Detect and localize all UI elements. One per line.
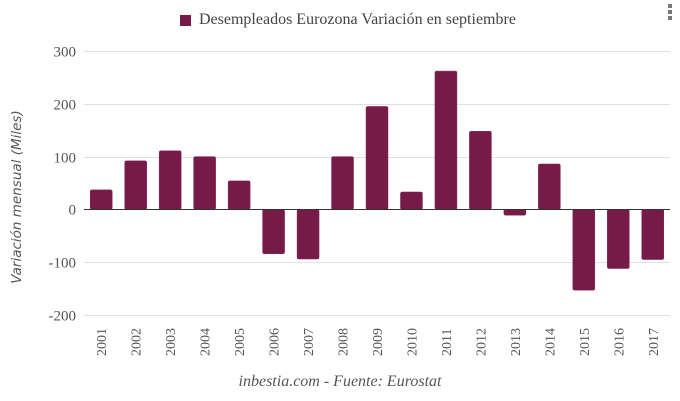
bar-2005[interactable] [227, 180, 251, 210]
bar-2004[interactable] [193, 156, 216, 210]
x-tick-label: 2016 [612, 328, 627, 356]
bar-2008[interactable] [331, 156, 354, 210]
x-tick-label: 2009 [371, 328, 386, 356]
chart-menu-button[interactable] [664, 2, 676, 22]
bar-2001[interactable] [89, 189, 113, 210]
source-credit: inbestia.com - Fuente: Eurostat [238, 373, 442, 390]
bar-2015[interactable] [572, 209, 596, 291]
bar-2007[interactable] [296, 209, 320, 260]
bar-2010[interactable] [400, 191, 423, 210]
vertical-ellipsis-icon [668, 4, 672, 8]
bar-2003[interactable] [158, 150, 182, 210]
bar-2002[interactable] [124, 160, 147, 210]
x-tick-label: 2004 [199, 328, 214, 356]
legend-item[interactable]: Desempleados Eurozona Variación en septi… [180, 11, 516, 29]
y-axis-title: Variación mensual (Miles) [9, 110, 25, 284]
y-tick-label: 0 [69, 203, 77, 219]
legend-swatch [180, 14, 191, 26]
bar-2009[interactable] [365, 106, 389, 210]
x-tick-label: 2010 [405, 328, 420, 356]
y-tick-label: 300 [54, 45, 77, 61]
x-tick-label: 2011 [440, 329, 455, 356]
x-tick-label: 2005 [233, 328, 248, 356]
x-tick-label: 2002 [130, 328, 145, 356]
bar-2006[interactable] [262, 209, 285, 255]
x-axis-ticks: 2001 2002 2003 2004 2005 2006 2007 2008 2009 2010… [95, 328, 662, 356]
bar-2016[interactable] [607, 209, 630, 269]
x-tick-label: 2014 [543, 328, 558, 356]
legend-label: Desempleados Eurozona Variación en septi… [199, 11, 516, 28]
bar-2014[interactable] [538, 163, 561, 210]
y-tick-label: 200 [54, 98, 77, 114]
x-tick-label: 2001 [95, 328, 110, 356]
x-tick-label: 2007 [302, 328, 317, 356]
bars [89, 70, 665, 291]
y-tick-label: -100 [49, 256, 77, 272]
vertical-ellipsis-icon [668, 10, 672, 14]
x-tick-label: 2008 [337, 328, 352, 356]
x-tick-label: 2012 [474, 328, 489, 356]
y-tick-label: -200 [49, 309, 77, 325]
x-tick-label: 2017 [647, 328, 662, 356]
x-tick-label: 2013 [509, 328, 524, 356]
bar-2013[interactable] [503, 209, 527, 216]
x-tick-label: 2006 [268, 328, 283, 356]
x-tick-label: 2003 [164, 328, 179, 356]
bar-2011[interactable] [434, 70, 458, 210]
bar-2017[interactable] [641, 209, 665, 260]
x-tick-label: 2015 [578, 328, 593, 356]
vertical-ellipsis-icon [668, 16, 672, 20]
y-axis-ticks: 300 200 100 0 -100 -200 [49, 45, 77, 325]
y-tick-label: 100 [54, 151, 77, 167]
bar-2012[interactable] [469, 131, 492, 210]
